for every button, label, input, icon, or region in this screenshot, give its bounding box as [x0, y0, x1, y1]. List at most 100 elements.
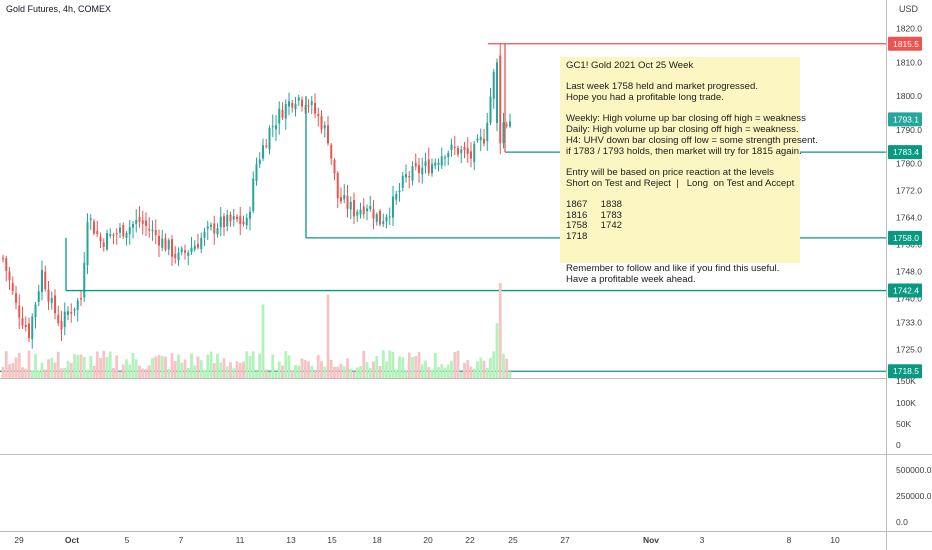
volume-bar[interactable] — [472, 368, 476, 378]
price-candle-body[interactable] — [437, 162, 440, 165]
price-candle-body[interactable] — [258, 159, 261, 165]
volume-bar[interactable] — [502, 353, 505, 378]
volume-bar[interactable] — [326, 294, 330, 378]
price-candle-body[interactable] — [184, 250, 186, 253]
price-candle-body[interactable] — [265, 145, 268, 147]
price-candle-body[interactable] — [281, 110, 284, 118]
price-candle-body[interactable] — [37, 291, 40, 302]
price-candle-body[interactable] — [229, 214, 232, 222]
price-candle-body[interactable] — [83, 262, 86, 298]
price-candle-body[interactable] — [330, 144, 333, 159]
price-candle-body[interactable] — [67, 311, 69, 315]
price-candle-body[interactable] — [372, 209, 375, 219]
volume-bar[interactable] — [8, 364, 11, 378]
volume-bar[interactable] — [294, 365, 297, 378]
price-candle-body[interactable] — [63, 311, 66, 328]
volume-bar[interactable] — [60, 368, 63, 378]
price-candle-body[interactable] — [125, 233, 128, 238]
volume-bar[interactable] — [1, 366, 5, 378]
volume-bar[interactable] — [79, 354, 83, 378]
price-candle-body[interactable] — [187, 252, 190, 256]
currency-label[interactable]: USD — [898, 4, 918, 14]
volume-bar[interactable] — [21, 367, 24, 378]
volume-bar[interactable] — [238, 362, 242, 378]
price-candle-body[interactable] — [21, 318, 24, 326]
volume-bar[interactable] — [274, 371, 278, 378]
price-candle-body[interactable] — [193, 245, 196, 250]
price-candle-body[interactable] — [102, 242, 105, 247]
volume-bar[interactable] — [443, 367, 447, 378]
volume-bar[interactable] — [144, 368, 148, 378]
price-candle-body[interactable] — [86, 222, 89, 266]
volume-bar[interactable] — [170, 353, 174, 378]
volume-bar[interactable] — [92, 365, 96, 378]
volume-bar[interactable] — [394, 369, 398, 378]
volume-bar[interactable] — [99, 357, 102, 378]
price-candle-body[interactable] — [327, 125, 329, 144]
price-candle-body[interactable] — [76, 300, 79, 310]
price-candle-body[interactable] — [424, 161, 427, 166]
price-candle-body[interactable] — [314, 102, 316, 114]
volume-bar[interactable] — [89, 355, 93, 378]
volume-bar[interactable] — [336, 366, 340, 378]
price-candle-body[interactable] — [405, 174, 407, 178]
volume-bar[interactable] — [446, 364, 450, 378]
price-candle-body[interactable] — [138, 216, 141, 222]
price-candle-body[interactable] — [301, 99, 303, 107]
price-candle-body[interactable] — [479, 136, 482, 141]
price-candle-body[interactable] — [145, 220, 147, 226]
price-candle-body[interactable] — [294, 103, 297, 110]
price-candle-body[interactable] — [174, 253, 177, 259]
price-candle-body[interactable] — [31, 316, 34, 340]
volume-bar[interactable] — [180, 362, 184, 378]
volume-bar[interactable] — [242, 361, 245, 378]
volume-bar[interactable] — [69, 362, 73, 378]
volume-bar[interactable] — [492, 351, 496, 378]
price-candle-body[interactable] — [440, 156, 443, 166]
price-candle-body[interactable] — [128, 227, 131, 234]
price-candle-body[interactable] — [262, 145, 264, 159]
volume-bar[interactable] — [76, 355, 80, 378]
volume-bar[interactable] — [196, 356, 200, 378]
volume-bar[interactable] — [173, 360, 177, 378]
price-candle-body[interactable] — [245, 217, 248, 226]
volume-bar[interactable] — [37, 370, 41, 378]
volume-bar[interactable] — [284, 351, 288, 378]
price-candle-body[interactable] — [336, 172, 339, 199]
price-candle-body[interactable] — [369, 206, 372, 210]
volume-bar[interactable] — [456, 350, 460, 378]
volume-bar[interactable] — [489, 357, 492, 378]
volume-bar[interactable] — [261, 304, 265, 378]
volume-bar[interactable] — [414, 356, 418, 378]
volume-bar[interactable] — [372, 361, 375, 378]
volume-bar[interactable] — [235, 361, 239, 378]
price-candle-body[interactable] — [343, 194, 346, 200]
volume-bar[interactable] — [56, 351, 60, 378]
price-candle-body[interactable] — [489, 96, 492, 123]
volume-bar[interactable] — [219, 362, 223, 378]
volume-bar[interactable] — [147, 365, 151, 378]
price-candle-body[interactable] — [177, 252, 180, 261]
price-candle-body[interactable] — [359, 209, 362, 215]
volume-bar[interactable] — [463, 362, 466, 378]
price-candle-body[interactable] — [151, 229, 154, 232]
price-candle-body[interactable] — [450, 144, 453, 150]
volume-bar[interactable] — [303, 360, 307, 378]
price-candle-body[interactable] — [132, 223, 134, 228]
volume-bar[interactable] — [151, 357, 154, 378]
volume-bar[interactable] — [404, 370, 408, 378]
volume-bar[interactable] — [167, 369, 171, 378]
volume-bar[interactable] — [459, 371, 463, 378]
volume-bar[interactable] — [255, 371, 258, 378]
price-candle-body[interactable] — [158, 235, 160, 246]
price-candle-body[interactable] — [476, 138, 479, 141]
price-candle-body[interactable] — [275, 125, 277, 130]
volume-bar[interactable] — [229, 362, 232, 378]
price-candle-body[interactable] — [346, 195, 349, 209]
volume-bar[interactable] — [271, 354, 275, 378]
price-candle-body[interactable] — [28, 323, 30, 338]
volume-bar[interactable] — [138, 365, 141, 378]
price-candle-body[interactable] — [60, 321, 63, 330]
price-candle-body[interactable] — [93, 221, 95, 234]
volume-bar[interactable] — [128, 364, 132, 378]
